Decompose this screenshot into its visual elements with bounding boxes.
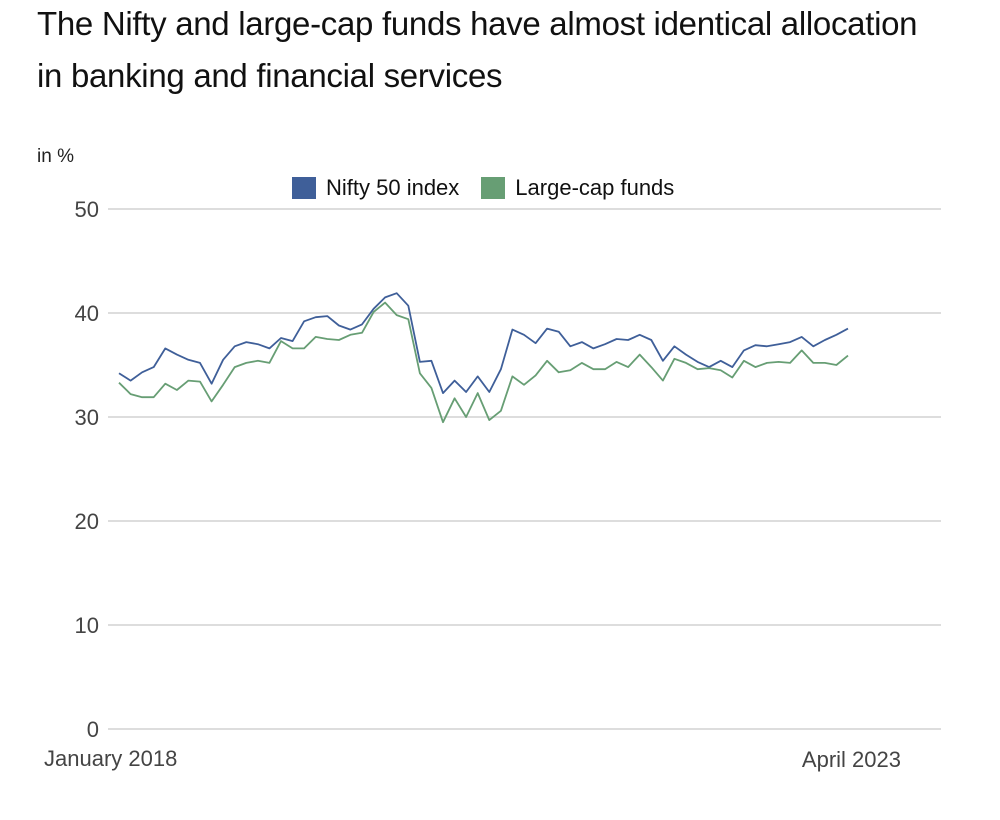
y-tick-label-40: 40 (75, 301, 99, 326)
y-tick-label-10: 10 (75, 613, 99, 638)
legend-swatch-nifty (292, 177, 316, 199)
legend-label-large-cap: Large-cap funds (515, 175, 675, 200)
legend-swatch-large-cap (481, 177, 506, 199)
legend-label-nifty: Nifty 50 index (326, 175, 460, 200)
x-axis-ticks: January 2018 April 2023 (44, 746, 901, 772)
legend-item-large-cap: Large-cap funds (481, 175, 674, 201)
y-tick-label-20: 20 (75, 509, 99, 534)
x-tick-label-start: January 2018 (44, 746, 177, 771)
y-tick-label-30: 30 (75, 405, 99, 430)
y-tick-label-50: 50 (75, 197, 99, 222)
legend: Nifty 50 index Large-cap funds (292, 175, 696, 201)
series-lines (118, 292, 849, 424)
x-tick-label-end: April 2023 (802, 747, 901, 772)
y-axis-ticks: 0 10 20 30 40 50 (75, 197, 99, 742)
gridlines (108, 208, 941, 730)
chart-title: The Nifty and large-cap funds have almos… (37, 5, 918, 94)
series-line-large-cap-funds (118, 301, 849, 424)
y-axis-unit-label: in % (37, 146, 74, 167)
series-line-nifty-50 (118, 292, 849, 395)
legend-item-nifty: Nifty 50 index (292, 175, 459, 201)
y-tick-label-0: 0 (87, 717, 99, 742)
